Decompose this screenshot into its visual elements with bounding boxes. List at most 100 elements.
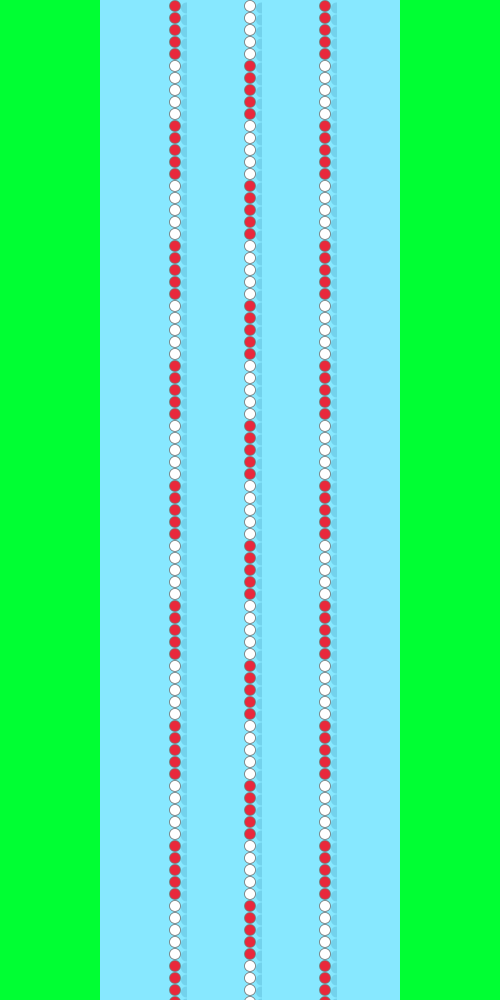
white-float [319,456,331,468]
float-shadow [331,734,337,746]
grass-left [0,0,100,1000]
float-shadow [181,278,187,290]
white-float [319,228,331,240]
float-shadow [256,746,262,758]
red-float [169,960,181,972]
float-shadow [256,206,262,218]
float-shadow [181,926,187,938]
float-shadow [181,530,187,542]
float-shadow [331,710,337,722]
float-shadow [256,290,262,302]
float-shadow [181,470,187,482]
white-float [244,960,256,972]
white-float [169,552,181,564]
red-float [169,888,181,900]
float-shadow [181,290,187,302]
red-float [319,840,331,852]
float-shadow [181,218,187,230]
float-shadow [256,710,262,722]
red-float [244,96,256,108]
float-shadow [181,254,187,266]
white-float [169,60,181,72]
float-shadow [256,878,262,890]
float-shadow [331,626,337,638]
red-float [169,852,181,864]
float-shadow [331,842,337,854]
float-shadow [331,506,337,518]
float-shadow [256,890,262,902]
float-shadow [181,86,187,98]
white-float [244,636,256,648]
white-float [319,576,331,588]
red-float [244,72,256,84]
float-shadow [331,326,337,338]
red-float [319,372,331,384]
white-float [319,540,331,552]
float-shadow [256,14,262,26]
float-shadow [256,434,262,446]
red-float [244,948,256,960]
float-shadow [256,170,262,182]
red-float [244,216,256,228]
float-shadow [256,770,262,782]
white-float [169,180,181,192]
float-shadow [331,674,337,686]
white-float [244,264,256,276]
float-shadow [256,362,262,374]
float-shadow [256,446,262,458]
white-float [319,564,331,576]
float-shadow [256,686,262,698]
float-shadow [256,854,262,866]
red-float [169,744,181,756]
float-shadow [331,2,337,14]
float-shadow [256,26,262,38]
float-shadow [181,590,187,602]
white-float [319,588,331,600]
red-float [319,288,331,300]
float-shadow [331,158,337,170]
float-shadow [256,638,262,650]
float-shadow [331,986,337,998]
float-shadow [331,530,337,542]
red-float [244,792,256,804]
red-float [169,504,181,516]
red-float [244,432,256,444]
red-float [244,708,256,720]
white-float [319,336,331,348]
float-shadow [331,62,337,74]
grass-right [400,0,500,1000]
white-float [244,360,256,372]
float-shadow [181,146,187,158]
red-float [319,132,331,144]
float-shadow [256,374,262,386]
red-float [319,960,331,972]
float-shadow [256,722,262,734]
float-shadow [256,902,262,914]
white-float [244,120,256,132]
red-float [319,876,331,888]
float-shadow [256,758,262,770]
float-shadow [331,338,337,350]
float-shadow [256,242,262,254]
white-float [244,864,256,876]
red-float [244,564,256,576]
float-shadow [181,434,187,446]
white-float [169,828,181,840]
float-shadow [181,734,187,746]
float-shadow [181,62,187,74]
white-float [169,336,181,348]
float-shadow [331,134,337,146]
white-float [169,444,181,456]
float-shadow [181,38,187,50]
float-shadow [256,866,262,878]
red-float [244,108,256,120]
white-float [244,480,256,492]
white-float [319,924,331,936]
white-float [319,348,331,360]
float-shadow [256,962,262,974]
white-float [244,600,256,612]
float-shadow [181,950,187,962]
red-float [319,768,331,780]
float-shadow [256,398,262,410]
red-float [169,396,181,408]
